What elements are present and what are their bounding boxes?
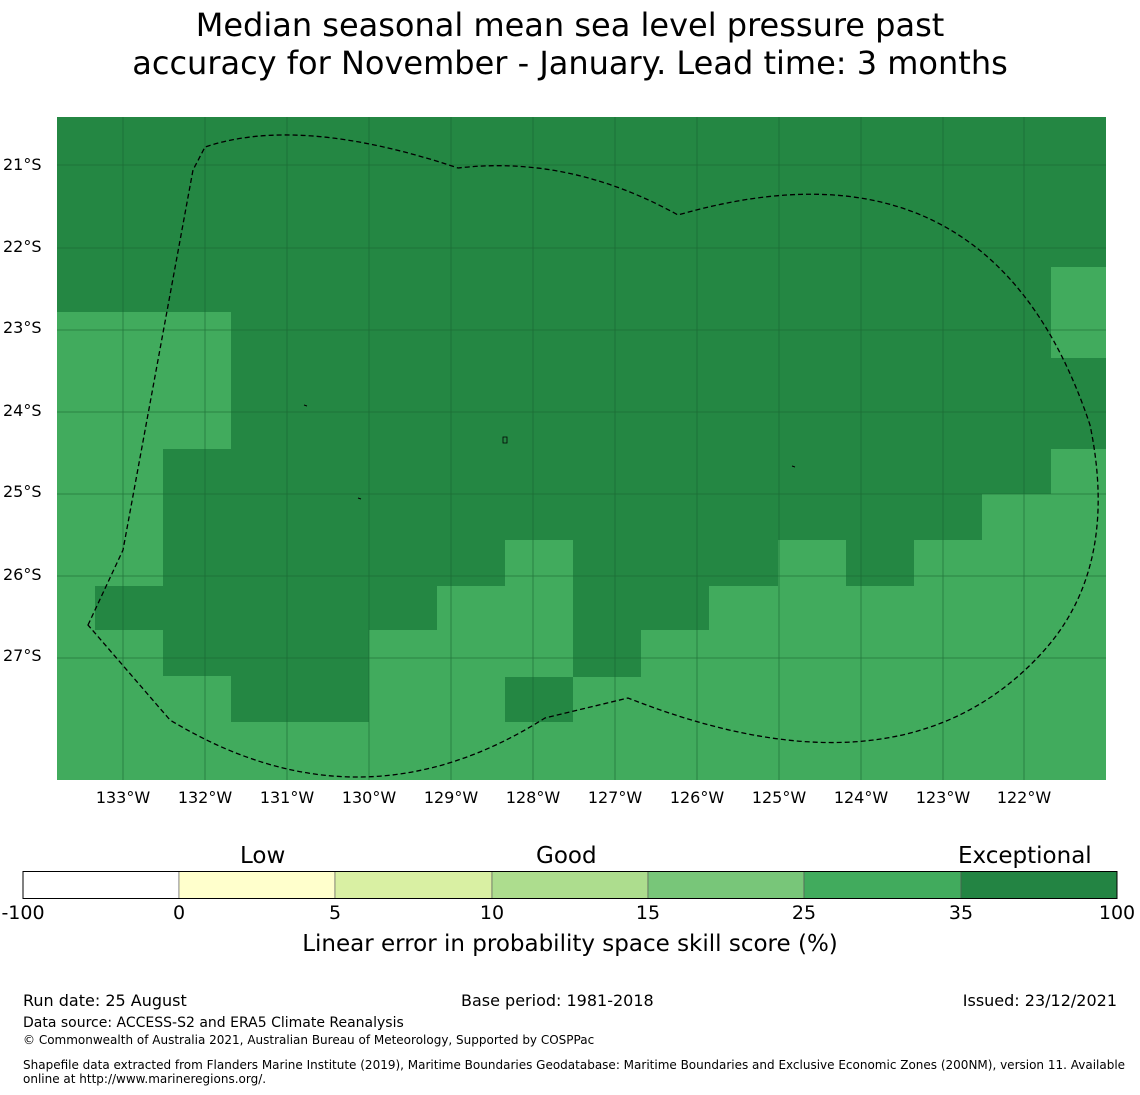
map-cell-high-16 bbox=[914, 540, 982, 780]
map-cell-high-2 bbox=[57, 586, 95, 632]
lon-label-125w: 125°W bbox=[751, 788, 807, 807]
colorbar-tick-35: 35 bbox=[948, 902, 974, 924]
colorbar-swatches bbox=[22, 871, 1118, 899]
colorbar-word-good: Good bbox=[536, 843, 597, 869]
island-4 bbox=[357, 497, 362, 500]
map-cell-high-18 bbox=[1051, 449, 1106, 780]
colorbar-label: Linear error in probability space skill … bbox=[302, 931, 838, 957]
map-cell-high-17 bbox=[982, 494, 1051, 780]
island-3 bbox=[791, 465, 796, 468]
colorbar-tick-5: 5 bbox=[328, 902, 342, 924]
lon-label-131w: 131°W bbox=[259, 788, 315, 807]
colorbar-tick-25: 25 bbox=[791, 902, 817, 924]
lon-label-122w: 122°W bbox=[996, 788, 1052, 807]
lat-label-24s: 24°S bbox=[3, 401, 42, 420]
colorbar-tick-15: 15 bbox=[635, 902, 661, 924]
eez-boundary bbox=[87, 134, 1099, 778]
skill-map bbox=[57, 117, 1106, 780]
lat-label-22s: 22°S bbox=[3, 237, 42, 256]
colorbar-tick-minus100: -100 bbox=[1, 902, 45, 924]
map-cell-high-15 bbox=[846, 586, 914, 780]
lat-label-21s: 21°S bbox=[3, 155, 42, 174]
shapefile-credit-line-1: Shapefile data extracted from Flanders M… bbox=[23, 1058, 1126, 1072]
lon-label-126w: 126°W bbox=[669, 788, 725, 807]
shapefile-credit-line-2: online at http://www.marineregions.org/. bbox=[23, 1072, 267, 1086]
lat-label-25s: 25°S bbox=[3, 482, 42, 501]
colorbar bbox=[22, 871, 1118, 899]
map-cells bbox=[57, 267, 1106, 780]
map-cell-high-11 bbox=[573, 677, 641, 780]
map-cell-high-4 bbox=[163, 676, 231, 780]
colorbar-word-low: Low bbox=[240, 843, 286, 869]
map-cell-high-9 bbox=[505, 540, 573, 677]
lon-label-130w: 130°W bbox=[341, 788, 397, 807]
colorbar-swatch-0 bbox=[22, 871, 180, 899]
lon-label-124w: 124°W bbox=[833, 788, 889, 807]
lon-label-132w: 132°W bbox=[177, 788, 233, 807]
island-1 bbox=[303, 404, 308, 407]
colorbar-swatch-1 bbox=[178, 871, 336, 899]
colorbar-tick-10: 10 bbox=[479, 902, 505, 924]
map-cell-high-6 bbox=[300, 722, 369, 780]
colorbar-word-exceptional: Exceptional bbox=[958, 843, 1092, 869]
map-cell-high-8 bbox=[437, 586, 505, 630]
colorbar-frame bbox=[22, 871, 1118, 899]
run-date: Run date: 25 August bbox=[23, 991, 187, 1010]
lon-label-133w: 133°W bbox=[95, 788, 151, 807]
copyright-notice: © Commonwealth of Australia 2021, Austra… bbox=[23, 1033, 595, 1047]
colorbar-swatch-6 bbox=[960, 871, 1118, 899]
map-cell-high-5 bbox=[231, 722, 300, 780]
title-line-1: Median seasonal mean sea level pressure … bbox=[195, 6, 945, 44]
lon-label-127w: 127°W bbox=[587, 788, 643, 807]
island-2 bbox=[502, 436, 508, 444]
lon-label-129w: 129°W bbox=[423, 788, 479, 807]
map-cell-high-7 bbox=[369, 630, 505, 780]
issued-date: Issued: 23/12/2021 bbox=[962, 991, 1117, 1010]
colorbar-swatch-5 bbox=[803, 871, 962, 899]
data-source: Data source: ACCESS-S2 and ERA5 Climate … bbox=[23, 1015, 404, 1031]
chart-title: Median seasonal mean sea level pressure … bbox=[0, 6, 1140, 82]
title-line-2: accuracy for November - January. Lead ti… bbox=[132, 44, 1008, 82]
lat-label-27s: 27°S bbox=[3, 646, 42, 665]
map-cell-high-3 bbox=[57, 630, 163, 780]
colorbar-tick-100: 100 bbox=[1098, 902, 1136, 924]
map-cell-high-10 bbox=[505, 722, 573, 780]
map-cell-high-1 bbox=[57, 449, 163, 586]
map-cell-high-12 bbox=[641, 630, 709, 780]
colorbar-swatch-3 bbox=[491, 871, 649, 899]
lon-label-123w: 123°W bbox=[915, 788, 971, 807]
map-cell-high-13 bbox=[709, 586, 778, 780]
map-gridlines bbox=[57, 117, 1106, 780]
lat-label-23s: 23°S bbox=[3, 318, 42, 337]
colorbar-swatch-2 bbox=[334, 871, 493, 899]
colorbar-tick-0: 0 bbox=[172, 902, 186, 924]
map-cell-high-19 bbox=[1051, 267, 1106, 358]
map-cell-high-0 bbox=[57, 312, 231, 449]
base-period: Base period: 1981-2018 bbox=[461, 991, 654, 1010]
colorbar-swatch-4 bbox=[647, 871, 805, 899]
lon-label-128w: 128°W bbox=[505, 788, 561, 807]
lat-label-26s: 26°S bbox=[3, 565, 42, 584]
